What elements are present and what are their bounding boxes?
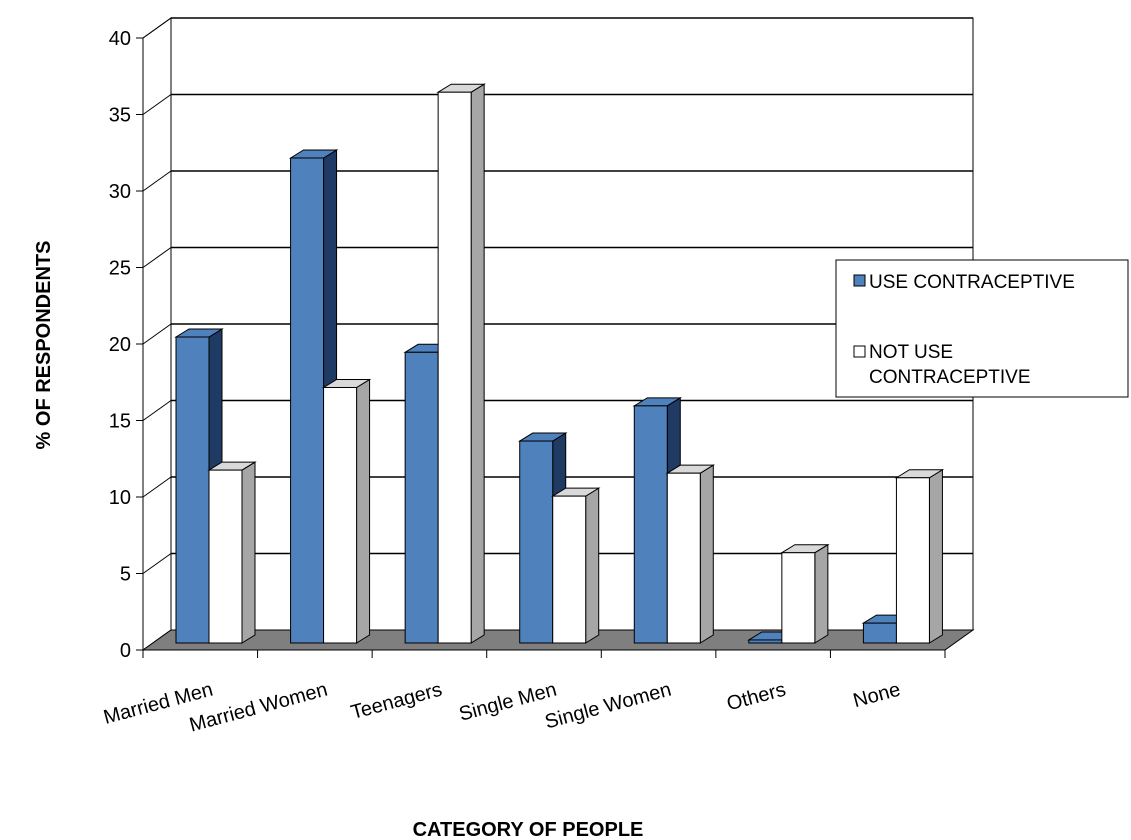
y-tick-label: 20 [109,334,131,356]
bar-side [241,461,256,644]
category-label: Teenagers [349,679,445,724]
bar [207,461,257,644]
bar-front [323,386,358,644]
y-tick-label: 10 [109,487,131,509]
bar [780,543,830,644]
bar-front [290,157,325,644]
bar-side [470,83,485,644]
bar-front [552,495,587,644]
legend-swatch-not-use [853,345,866,358]
bar [436,83,486,644]
bar-front [437,91,472,644]
y-tick-label: 0 [120,640,131,662]
bar-front [208,469,243,644]
y-tick-label: 5 [120,564,131,586]
bar-side [928,468,943,644]
gridline-side [142,17,172,39]
category-label: Others [725,679,789,716]
y-tick-label: 35 [109,105,131,127]
bar-side [585,487,600,644]
y-tick-label: 40 [109,28,131,50]
bar-front [404,351,439,644]
bar-front [895,477,930,644]
legend: USE CONTRACEPTIVE NOT USE CONTRACEPTIVE [835,259,1129,398]
y-tick-label: 15 [109,411,131,433]
gridline-side [142,247,172,268]
axes [136,37,946,658]
bar-front [519,440,554,644]
bar [894,468,945,644]
y-tick-label: 30 [109,181,131,203]
category-label: Single Women [543,679,674,734]
bar-side [356,378,371,644]
y-tick-label: 25 [109,258,131,280]
bar-front [175,336,210,644]
bar-front [666,472,701,644]
bars [174,83,945,644]
bar-side [699,464,714,644]
legend-swatch-use [853,274,866,287]
gridline-side [142,400,172,421]
gridline-side [142,553,172,574]
bar-front [862,622,897,644]
gridline-side [142,94,172,115]
legend-label-not-use: NOT USE CONTRACEPTIVE [869,342,1031,388]
gridline-side [142,323,172,345]
bar-front [633,405,668,644]
bar-side [814,543,829,644]
gridline-side [142,476,172,498]
legend-box [835,259,1129,398]
bar [321,378,372,644]
y-axis-title: % OF RESPONDENTS [33,241,55,450]
bar-front [781,552,816,644]
bar [550,487,601,644]
category-label: None [851,679,903,713]
bar-front [748,639,783,644]
x-axis-title: CATEGORY OF PEOPLE [413,819,644,840]
legend-label-use: USE CONTRACEPTIVE [869,272,1075,293]
gridline-side [142,170,172,192]
bar [665,464,716,644]
